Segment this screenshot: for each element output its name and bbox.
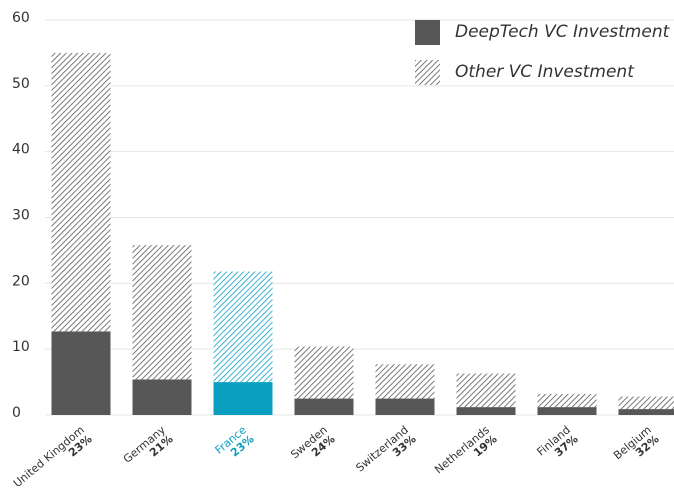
bar-segment [537, 407, 597, 415]
y-tick-label: 30 [12, 208, 30, 224]
bar-segment [294, 398, 354, 415]
y-tick-label: 40 [12, 142, 30, 158]
y-tick-label: 10 [12, 339, 30, 355]
bar-segment [213, 271, 273, 383]
bar-segment [132, 245, 192, 380]
bar-segment [294, 346, 354, 399]
bar-segment [456, 407, 516, 415]
y-tick-label: 60 [12, 10, 30, 26]
y-tick-label: 0 [12, 405, 21, 421]
legend-label: Other VC Investment [455, 62, 635, 82]
legend-swatch [415, 20, 440, 45]
bar-segment [375, 398, 435, 415]
bar-segment [537, 393, 597, 408]
bar-segment [213, 382, 273, 415]
legend-label: DeepTech VC Investment [455, 22, 671, 42]
bar-segment [618, 409, 674, 415]
bar-segment [51, 331, 111, 415]
bar-segment [456, 373, 516, 408]
bar-segment [132, 379, 192, 415]
y-tick-label: 50 [12, 76, 30, 92]
y-tick-label: 20 [12, 273, 30, 289]
legend-swatch [415, 60, 440, 85]
bar-segment [51, 52, 111, 332]
bar-segment [375, 364, 435, 399]
bar-segment [618, 396, 674, 410]
